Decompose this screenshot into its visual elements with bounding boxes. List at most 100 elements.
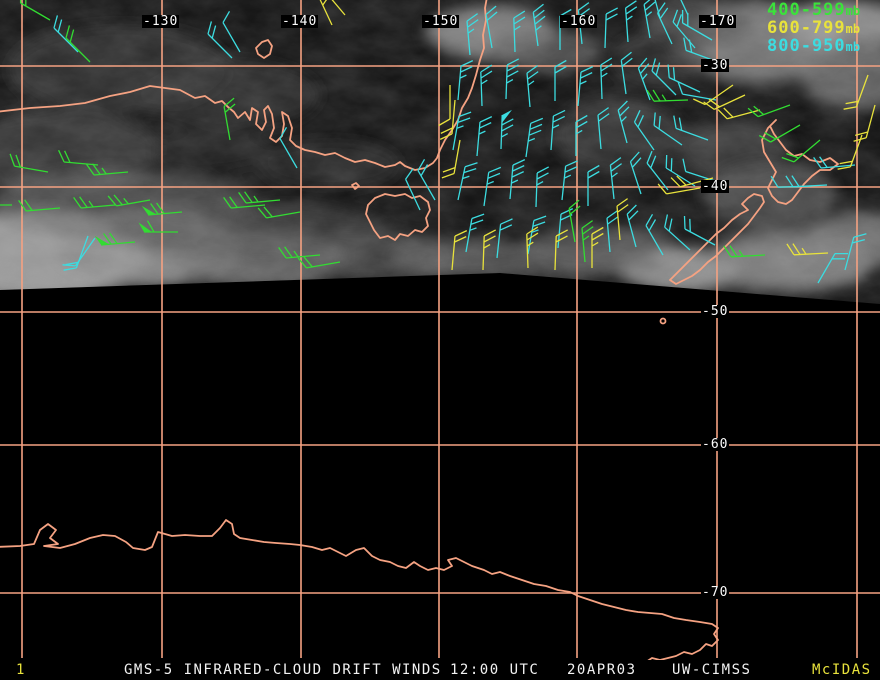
longitude-label: -140 [281, 14, 319, 29]
wind-barb [441, 139, 461, 179]
wind-barb [207, 21, 233, 59]
longitude-label: -130 [142, 14, 180, 29]
status-product-title: GMS-5 INFRARED-CLOUD DRIFT WINDS [124, 662, 442, 678]
longitude-label: -150 [422, 14, 460, 29]
wind-barb [223, 196, 266, 209]
wind-barb [559, 8, 572, 50]
wind-barb [476, 116, 493, 157]
wind-barb [657, 183, 701, 195]
wind-barb [73, 196, 116, 209]
wind-barb [483, 166, 502, 207]
wind-barb [654, 0, 661, 19]
wind-barb [138, 220, 178, 233]
wind-barb [591, 226, 604, 268]
wind-barb [58, 149, 99, 166]
wind-barb [646, 150, 669, 191]
legend-unit: mb [845, 22, 861, 36]
wind-barb [723, 245, 766, 258]
wind-barb [683, 215, 716, 246]
wind-barb [465, 213, 485, 253]
wind-barb [107, 194, 151, 207]
barb-pennant [138, 222, 152, 232]
wind-barb [297, 256, 341, 269]
legend-unit: mb [845, 40, 861, 54]
wind-barb [747, 104, 791, 118]
wind-barb [457, 162, 478, 201]
pressure-level-legend: 400-599mb 600-799mb 800-950mb [767, 1, 860, 55]
legend-row: 400-599mb [767, 1, 860, 19]
wind-barb [222, 10, 241, 53]
wind-barb [238, 191, 281, 204]
legend-unit: mb [845, 4, 861, 18]
wind-barb [577, 66, 594, 107]
wind-barb [600, 57, 613, 100]
coastline-antarctica [0, 519, 719, 667]
wind-barb [526, 65, 539, 108]
wind-barb [581, 220, 594, 263]
wind-barb [617, 100, 630, 144]
legend-range: 600-799 [767, 18, 846, 38]
wind-barb [19, 0, 51, 21]
wind-barb [665, 154, 696, 187]
wind-barb [554, 59, 567, 101]
barb-pennant [501, 109, 512, 124]
status-bar: 1 GMS-5 INFRARED-CLOUD DRIFT WINDS 12:00 U… [0, 660, 880, 680]
latitude-label: -70 [701, 585, 730, 600]
wind-barb [532, 3, 546, 47]
wind-barb [626, 204, 639, 248]
wind-barb [319, 0, 333, 26]
latitude-label: -40 [701, 179, 730, 194]
wind-barb [63, 235, 89, 271]
wind-barb [331, 0, 346, 16]
wind-barb [457, 60, 474, 101]
wind-barb [844, 233, 867, 271]
wind-barb [0, 204, 12, 206]
legend-range: 400-599 [767, 0, 846, 20]
lake-eyre [255, 39, 273, 59]
wind-barb [651, 58, 677, 96]
wind-barb [587, 164, 600, 206]
wind-barb [505, 58, 520, 100]
wind-barb [466, 13, 479, 56]
wind-barb [575, 114, 588, 156]
wind-barb [653, 112, 683, 146]
wind-barb [526, 226, 539, 269]
wind-barb [561, 160, 578, 201]
wind-barb [620, 51, 633, 95]
wind-barb [439, 99, 456, 140]
wind-barb [843, 74, 869, 110]
wind-barb [637, 57, 651, 101]
barb-pennant [94, 235, 110, 245]
wind-barb [485, 5, 498, 49]
wind-barb [223, 97, 236, 141]
wind-barb [417, 158, 436, 201]
wind-barb [550, 109, 566, 151]
wind-barb [781, 139, 821, 163]
longitude-label: -170 [699, 14, 737, 29]
wind-barb [693, 84, 734, 106]
wind-barb [482, 229, 497, 271]
wind-barb [646, 89, 689, 102]
wind-barb [9, 153, 49, 173]
wind-barb [670, 175, 714, 188]
status-frame-number: 1 [16, 662, 26, 678]
coastline-nz-north-island [761, 119, 839, 205]
wind-barb [405, 168, 421, 211]
wind-barb [568, 199, 581, 243]
legend-range: 800-950 [767, 36, 846, 56]
cloud-texture [0, 0, 880, 304]
wind-barb [86, 163, 129, 176]
wind-barb [664, 214, 691, 251]
wind-barb [786, 243, 829, 256]
wind-barb [480, 64, 493, 107]
wind-barb [677, 81, 717, 101]
coastline-tasmania [365, 193, 431, 241]
wind-barb [94, 232, 136, 246]
island-small [659, 317, 667, 325]
barb-pennant [141, 205, 157, 215]
wind-barb [18, 199, 61, 212]
legend-row: 800-950mb [767, 37, 860, 55]
wind-barb [500, 109, 514, 150]
